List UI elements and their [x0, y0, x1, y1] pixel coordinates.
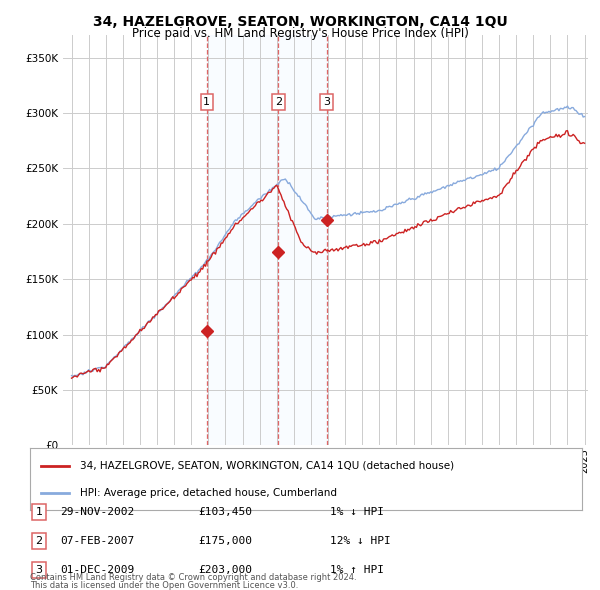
Text: This data is licensed under the Open Government Licence v3.0.: This data is licensed under the Open Gov… — [30, 581, 298, 590]
Text: 07-FEB-2007: 07-FEB-2007 — [60, 536, 134, 546]
Text: 34, HAZELGROVE, SEATON, WORKINGTON, CA14 1QU: 34, HAZELGROVE, SEATON, WORKINGTON, CA14… — [92, 15, 508, 29]
Text: 3: 3 — [35, 565, 43, 575]
Text: HPI: Average price, detached house, Cumberland: HPI: Average price, detached house, Cumb… — [80, 488, 337, 498]
Text: Price paid vs. HM Land Registry's House Price Index (HPI): Price paid vs. HM Land Registry's House … — [131, 27, 469, 40]
Text: 34, HAZELGROVE, SEATON, WORKINGTON, CA14 1QU (detached house): 34, HAZELGROVE, SEATON, WORKINGTON, CA14… — [80, 461, 454, 471]
Text: 3: 3 — [323, 97, 330, 107]
Bar — [207, 35, 278, 445]
Text: 1% ↓ HPI: 1% ↓ HPI — [330, 507, 384, 517]
Text: 1: 1 — [203, 97, 211, 107]
Text: 1: 1 — [35, 507, 43, 517]
Text: 01-DEC-2009: 01-DEC-2009 — [60, 565, 134, 575]
Text: £103,450: £103,450 — [198, 507, 252, 517]
Bar — [278, 35, 326, 445]
Text: 2: 2 — [35, 536, 43, 546]
Text: £175,000: £175,000 — [198, 536, 252, 546]
Text: 1% ↑ HPI: 1% ↑ HPI — [330, 565, 384, 575]
Text: 12% ↓ HPI: 12% ↓ HPI — [330, 536, 391, 546]
Text: 2: 2 — [275, 97, 282, 107]
Text: £203,000: £203,000 — [198, 565, 252, 575]
Text: Contains HM Land Registry data © Crown copyright and database right 2024.: Contains HM Land Registry data © Crown c… — [30, 572, 356, 582]
Text: 29-NOV-2002: 29-NOV-2002 — [60, 507, 134, 517]
